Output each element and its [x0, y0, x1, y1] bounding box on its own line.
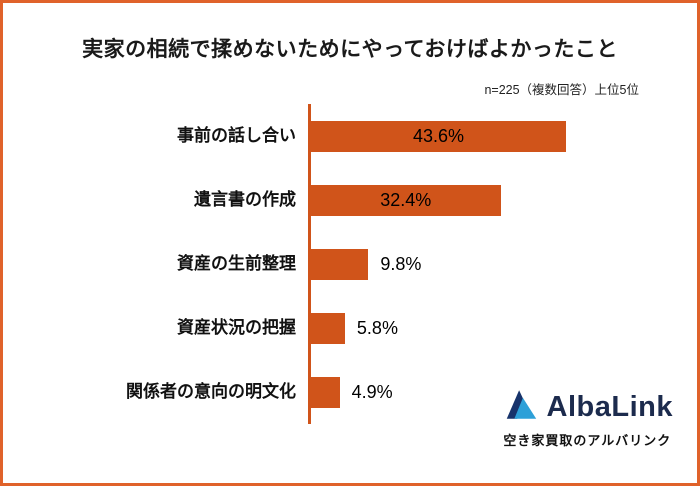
- category-label: 資産の生前整理: [177, 253, 296, 273]
- chart-row: 資産状況の把握 5.8%: [13, 296, 697, 360]
- value-label: 9.8%: [380, 253, 422, 274]
- chart-row: 資産の生前整理 9.8%: [13, 232, 697, 296]
- bar: [311, 312, 345, 344]
- bar-track: 32.4%: [308, 168, 697, 232]
- value-label: 4.9%: [351, 381, 393, 402]
- bar-track: 5.8%: [308, 296, 697, 360]
- value-label: 5.8%: [356, 317, 398, 338]
- value-label: 32.4%: [380, 189, 432, 210]
- bar-track: 4.9%: [308, 360, 697, 424]
- logo-row: AlbaLink: [502, 388, 673, 426]
- chart-row: 関係者の意向の明文化 4.9%: [13, 360, 697, 424]
- sample-size-note: n=225（複数回答）上位5位: [484, 83, 639, 97]
- category-label: 資産状況の把握: [177, 317, 296, 337]
- chart-rows: 事前の話し合い 43.6% 遺言書の作成 32.4% 資産の生前整理 9.8% 資産状況の把…: [13, 104, 697, 424]
- category-label: 遺言書の作成: [194, 189, 296, 209]
- category-label: 事前の話し合い: [177, 125, 296, 145]
- bar-chart: 事前の話し合い 43.6% 遺言書の作成 32.4% 資産の生前整理 9.8% 資産状況の把…: [3, 104, 697, 424]
- albalink-triangle-logo-icon: [502, 388, 540, 426]
- bar: 43.6%: [311, 120, 567, 152]
- bar-track: 43.6%: [308, 104, 697, 168]
- albalink-logo: AlbaLink 空き家買取のアルバリンク: [502, 388, 673, 449]
- chart-row: 事前の話し合い 43.6%: [13, 104, 697, 168]
- chart-title: 実家の相続で揉めないためにやっておけばよかったこと: [82, 38, 618, 61]
- chart-row: 遺言書の作成 32.4%: [13, 168, 697, 232]
- brand-tagline: 空き家買取のアルバリンク: [503, 433, 672, 448]
- category-label: 関係者の意向の明文化: [126, 381, 296, 401]
- bar: [311, 248, 369, 280]
- bar: 32.4%: [311, 184, 501, 216]
- bar: [311, 376, 340, 408]
- value-label: 43.6%: [413, 125, 465, 146]
- bar-track: 9.8%: [308, 232, 697, 296]
- brand-name: AlbaLink: [546, 390, 673, 423]
